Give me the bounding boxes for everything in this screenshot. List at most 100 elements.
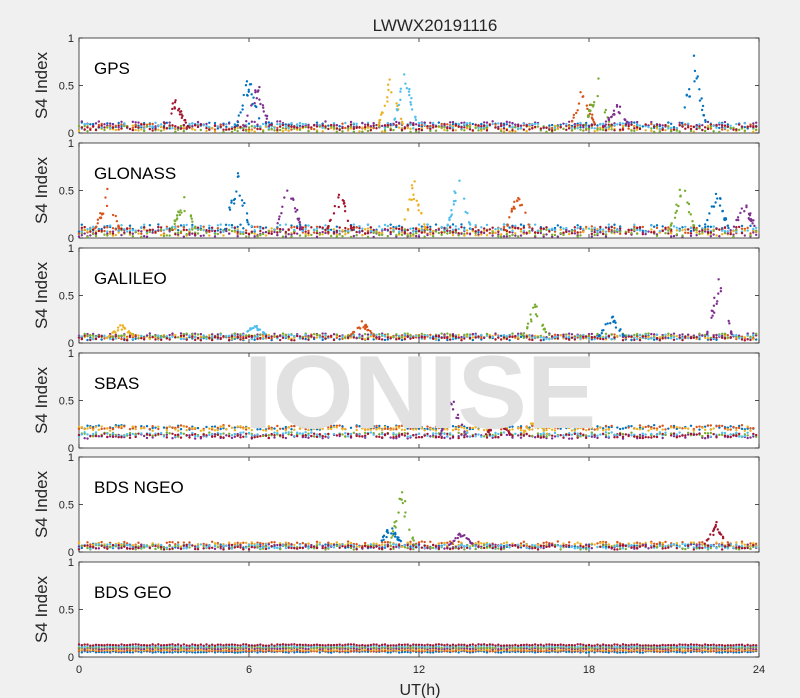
data-point bbox=[630, 129, 633, 132]
data-point bbox=[94, 431, 98, 434]
data-point bbox=[80, 426, 84, 429]
data-point bbox=[638, 338, 642, 342]
data-point bbox=[644, 230, 647, 233]
data-point bbox=[168, 432, 171, 435]
data-point bbox=[652, 423, 656, 427]
data-point bbox=[171, 127, 174, 130]
data-point bbox=[270, 335, 273, 338]
data-point bbox=[117, 229, 120, 232]
data-point bbox=[480, 231, 483, 234]
data-point bbox=[519, 335, 523, 339]
data-point bbox=[429, 129, 432, 132]
data-point bbox=[222, 234, 225, 237]
data-point bbox=[350, 226, 353, 230]
data-point bbox=[667, 226, 670, 229]
data-point bbox=[256, 329, 260, 332]
data-point bbox=[542, 227, 545, 230]
data-point bbox=[99, 211, 102, 215]
data-point bbox=[397, 103, 400, 107]
data-point bbox=[655, 333, 659, 336]
data-point bbox=[125, 339, 129, 342]
data-point bbox=[258, 98, 261, 101]
data-point bbox=[437, 125, 441, 128]
data-point bbox=[443, 123, 446, 126]
data-point bbox=[701, 229, 704, 232]
data-point bbox=[695, 127, 698, 131]
data-point bbox=[100, 126, 103, 129]
data-point bbox=[253, 225, 256, 229]
data-point bbox=[148, 433, 152, 437]
data-point bbox=[667, 121, 670, 124]
data-point bbox=[100, 425, 103, 428]
data-point bbox=[119, 324, 122, 327]
data-point bbox=[91, 232, 95, 236]
data-point bbox=[522, 122, 526, 125]
data-point bbox=[701, 104, 705, 108]
data-point bbox=[259, 229, 262, 233]
data-point bbox=[233, 426, 237, 429]
data-point bbox=[652, 231, 656, 234]
data-point bbox=[423, 123, 426, 127]
data-point bbox=[386, 96, 389, 99]
data-point bbox=[650, 129, 653, 133]
data-point bbox=[426, 223, 429, 226]
data-point bbox=[344, 233, 347, 236]
data-point bbox=[729, 336, 732, 339]
data-point bbox=[735, 122, 738, 126]
data-point bbox=[488, 228, 492, 231]
data-point bbox=[106, 125, 109, 129]
data-point bbox=[77, 230, 81, 233]
data-point bbox=[182, 235, 186, 238]
data-point bbox=[315, 125, 319, 128]
data-point bbox=[576, 336, 579, 339]
data-point bbox=[281, 427, 285, 430]
data-point bbox=[633, 121, 636, 124]
data-point bbox=[661, 335, 664, 338]
data-point bbox=[244, 231, 248, 235]
data-point bbox=[408, 87, 411, 91]
y-tick-label: 1 bbox=[68, 33, 74, 45]
data-point bbox=[213, 433, 217, 436]
data-point bbox=[403, 231, 407, 234]
data-point bbox=[400, 226, 404, 229]
data-point bbox=[378, 121, 381, 125]
data-point bbox=[179, 332, 183, 335]
data-point bbox=[485, 233, 489, 237]
data-point bbox=[448, 338, 452, 341]
axes-box bbox=[78, 247, 760, 344]
data-point bbox=[222, 123, 225, 126]
data-point bbox=[417, 203, 420, 206]
data-point bbox=[494, 228, 497, 231]
data-point bbox=[562, 335, 565, 338]
data-point bbox=[674, 211, 677, 215]
data-point bbox=[704, 225, 707, 229]
data-point bbox=[664, 428, 667, 431]
data-point bbox=[658, 229, 662, 233]
data-point bbox=[729, 433, 732, 436]
data-point bbox=[315, 235, 319, 239]
data-point bbox=[650, 432, 653, 436]
data-point bbox=[618, 121, 622, 125]
data-point bbox=[116, 329, 120, 332]
data-point bbox=[165, 127, 169, 130]
data-point bbox=[752, 130, 755, 133]
data-point bbox=[106, 336, 109, 340]
data-point bbox=[236, 333, 239, 336]
data-point bbox=[403, 338, 407, 341]
data-point bbox=[703, 129, 707, 133]
data-point bbox=[429, 124, 432, 128]
data-point bbox=[686, 228, 690, 231]
data-point bbox=[672, 128, 676, 131]
data-point bbox=[117, 231, 120, 234]
data-point bbox=[502, 336, 506, 339]
data-point bbox=[258, 85, 261, 89]
data-point bbox=[111, 435, 115, 439]
data-point bbox=[599, 126, 602, 129]
data-point bbox=[256, 90, 260, 93]
data-point bbox=[137, 129, 140, 132]
data-point bbox=[710, 316, 713, 319]
data-point bbox=[239, 125, 242, 129]
data-point bbox=[324, 224, 327, 227]
data-point bbox=[510, 207, 514, 211]
data-point bbox=[361, 337, 364, 341]
